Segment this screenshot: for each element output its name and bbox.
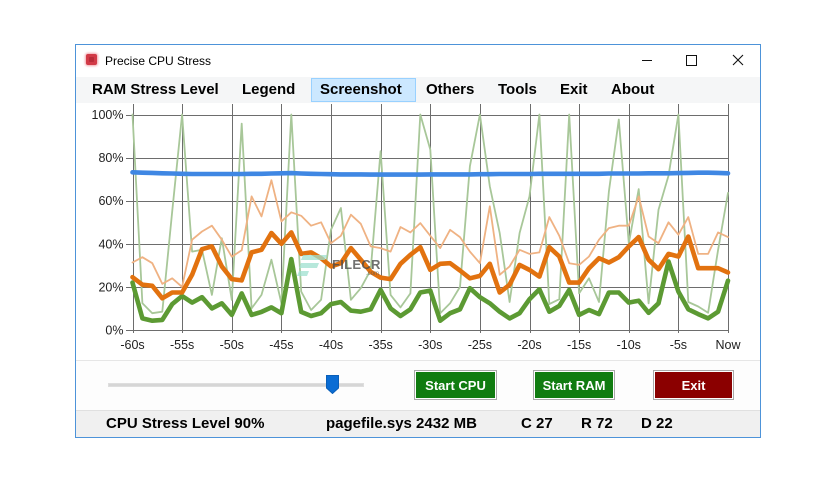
close-button[interactable] bbox=[714, 45, 760, 75]
menu-legend[interactable]: Legend bbox=[242, 81, 296, 98]
start-cpu-button[interactable]: Start CPU bbox=[414, 370, 497, 400]
x-tick-label: -45s bbox=[269, 338, 293, 352]
exit-button[interactable]: Exit bbox=[653, 370, 734, 400]
x-tick-label: -20s bbox=[517, 338, 541, 352]
chart-separator bbox=[76, 360, 760, 361]
series-light-green-thin-line bbox=[131, 113, 729, 315]
series-lines bbox=[130, 113, 731, 324]
gridlines: 0% 20% 40% 60% 80% 100% -60s -55s -50s -45s -40s -3… bbox=[92, 104, 741, 352]
app-window: Precise CPU Stress RAM Stress Level Lege… bbox=[75, 44, 761, 438]
control-panel: Start CPU Start RAM Exit bbox=[76, 361, 760, 410]
x-tick-label: Now bbox=[715, 338, 741, 352]
cpu-stress-level-status: CPU Stress Level 90% bbox=[106, 415, 265, 432]
series-light-orange-thin-line bbox=[131, 179, 729, 288]
menu-exit[interactable]: Exit bbox=[560, 81, 588, 98]
status-bar: CPU Stress Level 90% pagefile.sys 2432 M… bbox=[76, 410, 760, 437]
x-tick-label: -30s bbox=[418, 338, 442, 352]
disk-value-status: D 22 bbox=[641, 415, 673, 432]
window-title: Precise CPU Stress bbox=[105, 54, 212, 68]
series-orange-thick-line bbox=[130, 230, 731, 301]
close-icon bbox=[732, 54, 744, 66]
minimize-button[interactable] bbox=[624, 45, 670, 75]
y-tick-label: 100% bbox=[92, 108, 124, 122]
menu-screenshot[interactable]: Screenshot bbox=[311, 78, 416, 102]
x-tick-label: -10s bbox=[617, 338, 641, 352]
menu-ram-stress-level[interactable]: RAM Stress Level bbox=[92, 81, 219, 98]
menu-tools[interactable]: Tools bbox=[498, 81, 537, 98]
x-tick-label: -55s bbox=[170, 338, 194, 352]
x-tick-label: -40s bbox=[319, 338, 343, 352]
cpu-value-status: C 27 bbox=[521, 415, 553, 432]
menu-others[interactable]: Others bbox=[426, 81, 475, 98]
y-tick-label: 60% bbox=[98, 194, 123, 208]
x-tick-label: -15s bbox=[567, 338, 591, 352]
x-tick-label: -50s bbox=[220, 338, 244, 352]
y-tick-label: 40% bbox=[98, 237, 123, 251]
pagefile-status: pagefile.sys 2432 MB bbox=[326, 415, 477, 432]
x-tick-label: -35s bbox=[368, 338, 392, 352]
minimize-icon bbox=[642, 60, 652, 61]
maximize-icon bbox=[686, 55, 697, 66]
start-ram-button[interactable]: Start RAM bbox=[533, 370, 615, 400]
stress-chart: 0% 20% 40% 60% 80% 100% -60s -55s -50s -45s -40s -3… bbox=[76, 103, 760, 360]
menu-about[interactable]: About bbox=[611, 81, 655, 98]
y-tick-label: 20% bbox=[98, 280, 123, 294]
exit-label: Exit bbox=[655, 372, 732, 398]
slider-thumb[interactable] bbox=[326, 375, 340, 395]
menu-bar: RAM Stress Level Legend Screenshot Other… bbox=[76, 77, 760, 103]
y-tick-label: 80% bbox=[98, 151, 123, 165]
title-bar[interactable]: Precise CPU Stress bbox=[76, 45, 760, 77]
maximize-button[interactable] bbox=[668, 45, 714, 75]
ram-value-status: R 72 bbox=[581, 415, 613, 432]
start-cpu-label: Start CPU bbox=[416, 372, 495, 398]
slider-thumb-icon bbox=[326, 375, 340, 395]
y-tick-label: 0% bbox=[105, 324, 123, 338]
series-green-thick-line bbox=[130, 256, 731, 324]
chart-plot: 0% 20% 40% 60% 80% 100% -60s -55s -50s -45s -40s -3… bbox=[92, 104, 741, 352]
start-ram-label: Start RAM bbox=[535, 372, 613, 398]
x-tick-label: -60s bbox=[120, 338, 144, 352]
series-blue-thick-line bbox=[130, 170, 731, 177]
app-icon bbox=[86, 54, 97, 65]
x-tick-label: -25s bbox=[468, 338, 492, 352]
stress-level-slider[interactable] bbox=[108, 383, 364, 387]
x-tick-label: -5s bbox=[670, 338, 687, 352]
